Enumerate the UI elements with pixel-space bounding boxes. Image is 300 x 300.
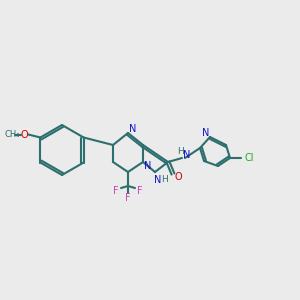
Text: F: F — [137, 186, 143, 196]
Text: Cl: Cl — [244, 153, 254, 163]
Text: N: N — [183, 150, 191, 160]
Text: F: F — [125, 193, 131, 203]
Text: O: O — [174, 172, 182, 182]
Text: H: H — [160, 176, 167, 184]
Text: H: H — [177, 148, 183, 157]
Text: N: N — [154, 175, 162, 185]
Text: N: N — [129, 124, 137, 134]
Text: F: F — [113, 186, 119, 196]
Text: O: O — [20, 130, 28, 140]
Text: N: N — [144, 161, 152, 171]
Text: CH₃: CH₃ — [4, 130, 20, 139]
Text: N: N — [202, 128, 210, 138]
